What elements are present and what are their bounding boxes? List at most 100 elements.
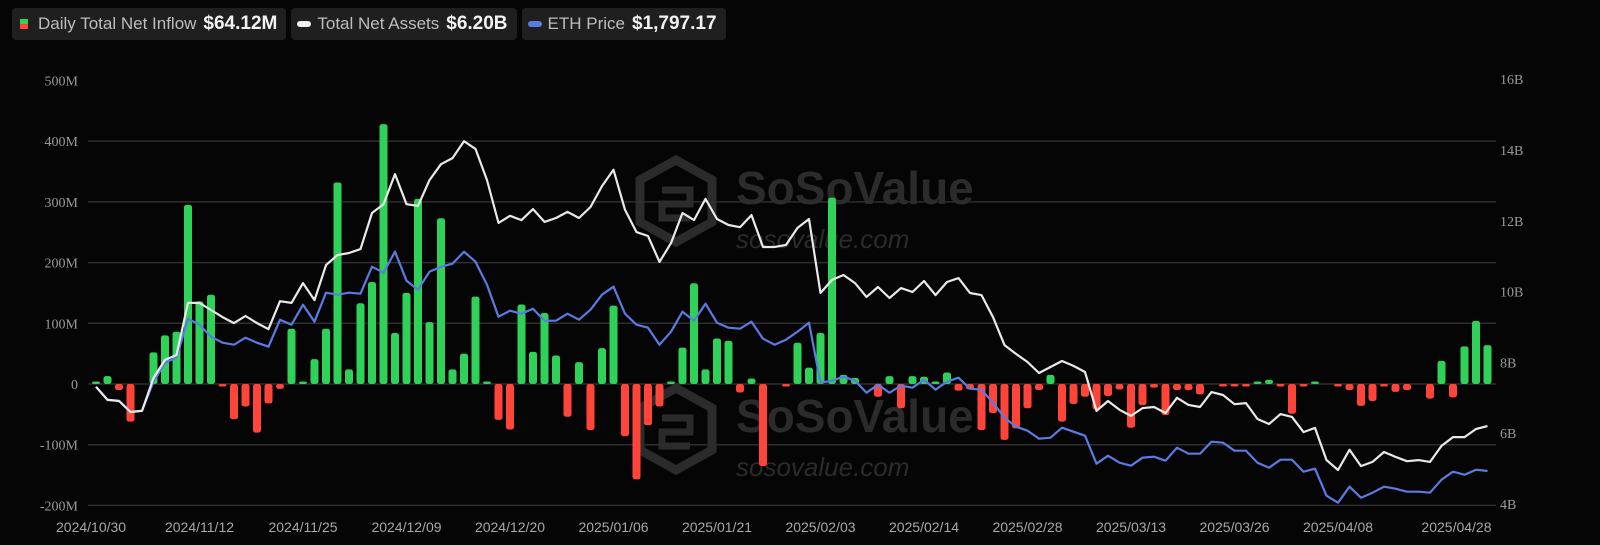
inflow-bar-positive [287,328,296,384]
eth-price-line [95,250,1488,504]
inflow-bar-negative [1012,384,1020,429]
inflow-bar-positive [299,381,307,384]
inflow-bar-negative [897,384,905,409]
left-axis-tick: 400M [45,135,79,150]
inflow-bar-negative [1276,384,1285,387]
inflow-bar-positive [805,367,813,384]
inflow-bar-positive [575,362,583,384]
inflow-bar-negative [115,384,123,391]
x-axis-tick: 2024/12/20 [475,519,545,535]
inflow-bar-positive [1483,345,1492,384]
inflow-bar-negative [1173,384,1181,391]
inflow-bar-positive [598,348,606,384]
x-axis-tick: 2025/02/03 [785,519,855,535]
left-axis-tick: 500M [45,74,79,89]
inflow-bar-positive [460,353,468,384]
inflow-bar-positive [103,376,112,384]
inflow-bar-negative [1150,384,1158,388]
left-axis-tick: -200M [40,499,79,514]
inflow-bar-negative [977,384,986,431]
inflow-bar-negative [1345,384,1354,391]
total-net-assets-line [95,140,1488,472]
inflow-bar-positive [322,328,330,384]
sosovalue-logo-icon [658,414,694,450]
inflow-bars [92,124,1492,480]
inflow-bar-positive [529,351,537,384]
inflow-bar-negative [1161,384,1170,415]
gridlines [88,140,1496,507]
inflow-bar-positive [195,301,204,384]
inflow-bar-positive [425,322,434,384]
inflow-bar-negative [1449,384,1457,398]
green-red-square-icon [20,19,28,29]
inflow-bar-negative [1242,384,1250,387]
inflow-bar-positive [471,296,480,384]
inflow-bar-negative [782,384,790,387]
inflow-bar-negative [1426,384,1434,399]
inflow-bar-negative [241,384,250,407]
inflow-bar-negative [1219,384,1227,387]
inflow-bar-positive [747,378,756,384]
inflow-bar-positive [1253,381,1262,384]
inflow-bar-negative [276,384,284,389]
inflow-bar-negative [1288,384,1296,414]
blue-line-icon [527,21,542,27]
x-axis-tick: 2024/10/30 [56,519,126,535]
right-axis-tick: 16B [1500,73,1523,88]
x-axis-tick: 2025/01/21 [682,519,752,535]
inflow-bar-negative [230,384,238,420]
inflow-bar-negative [494,384,503,420]
x-axis-tick: 2025/04/28 [1421,519,1491,535]
inflow-bar-negative [1035,384,1043,391]
inflow-bar-positive [184,204,192,384]
watermark-brand: SoSoValue [736,390,974,442]
legend-item-daily-net-inflow[interactable]: Daily Total Net Inflow $64.12M [12,8,287,40]
inflow-bar-negative [1115,384,1124,390]
inflow-bar-positive [713,338,721,384]
x-axis-tick: 2025/04/08 [1303,519,1373,535]
inflow-bar-positive [310,359,319,384]
inflow-bar-positive [931,381,940,384]
legend-item-eth-price[interactable]: ETH Price $1,797.17 [521,8,726,40]
inflow-bar-negative [264,384,273,404]
legend: Daily Total Net Inflow $64.12M Total Net… [12,8,726,40]
inflow-bar-negative [1058,384,1066,422]
inflow-bar-negative [1184,384,1193,391]
inflow-bar-negative [1391,384,1400,392]
x-axis-tick: 2024/11/25 [268,519,337,535]
inflow-bar-positive [517,304,526,384]
inflow-bar-positive [724,340,733,384]
legend-value: $6.20B [446,13,508,34]
x-axis-tick: 2025/03/13 [1096,519,1166,535]
inflow-bar-negative [632,384,641,480]
inflow-bar-negative [1403,384,1411,391]
left-axis-tick: 100M [45,317,79,332]
inflow-bar-negative [506,384,514,430]
inflow-bar-positive [379,124,388,385]
inflow-bar-positive [609,305,618,384]
legend-label: Daily Total Net Inflow [38,14,197,33]
inflow-bar-positive [1265,379,1273,384]
x-axis-tick: 2024/12/09 [371,519,441,535]
left-axis: 500M 400M 300M 200M 100M 0 -100M -200M [40,74,79,514]
inflow-bar-positive [92,381,100,384]
inflow-bar-positive [437,218,445,384]
inflow-bar-negative [1023,384,1032,409]
x-axis-tick: 2025/02/28 [992,519,1062,535]
inflow-bar-positive [828,197,836,384]
inflow-bar-positive [552,355,560,384]
inflow-bar-positive [701,369,710,384]
inflow-bar-negative [621,384,629,437]
inflow-bar-negative [1299,384,1308,387]
inflow-bar-positive [1046,374,1055,384]
inflow-bar-negative [1196,384,1204,395]
inflow-bar-positive [368,282,376,384]
legend-item-total-net-assets[interactable]: Total Net Assets $6.20B [291,8,517,40]
inflow-bar-positive [793,342,802,384]
inflow-bar-negative [1368,384,1377,401]
inflow-bar-positive [402,292,411,384]
white-line-icon [297,21,312,27]
